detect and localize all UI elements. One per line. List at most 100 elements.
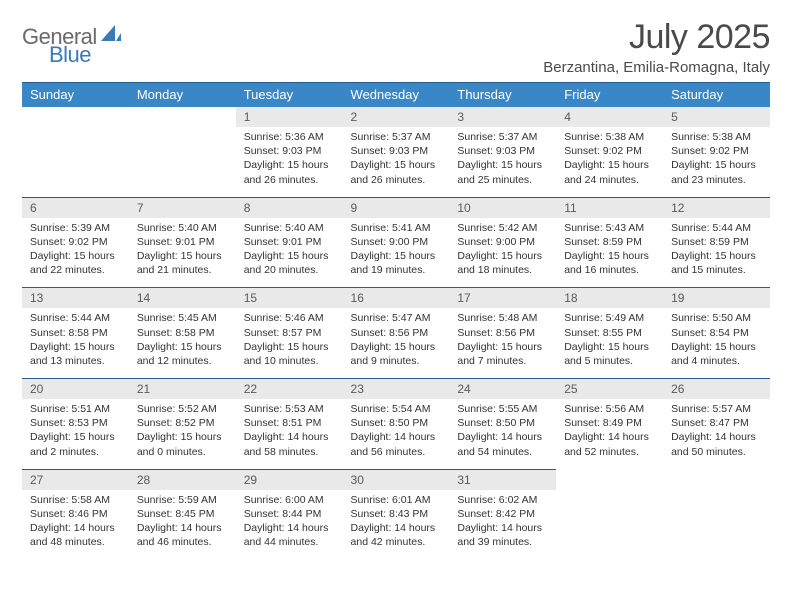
day-number-cell: 22 — [236, 379, 343, 400]
daylight-text: Daylight: 15 hours and 2 minutes. — [30, 430, 121, 458]
sunset-text: Sunset: 8:52 PM — [137, 416, 228, 430]
daylight-text: Daylight: 15 hours and 16 minutes. — [564, 249, 655, 277]
daylight-text: Daylight: 14 hours and 44 minutes. — [244, 521, 335, 549]
weekday-header: Friday — [556, 83, 663, 107]
day-number-cell: 28 — [129, 469, 236, 490]
sunset-text: Sunset: 8:56 PM — [457, 326, 548, 340]
sunset-text: Sunset: 9:01 PM — [244, 235, 335, 249]
sunset-text: Sunset: 8:58 PM — [137, 326, 228, 340]
day-number-cell: 21 — [129, 379, 236, 400]
day-number-cell: 23 — [343, 379, 450, 400]
sunset-text: Sunset: 9:00 PM — [457, 235, 548, 249]
brand-text-b: Blue — [49, 42, 91, 68]
day-number-cell: 26 — [663, 379, 770, 400]
header: General Blue July 2025 Berzantina, Emili… — [22, 18, 770, 76]
day-number-cell: 17 — [449, 288, 556, 309]
daylight-text: Daylight: 15 hours and 5 minutes. — [564, 340, 655, 368]
sunrise-text: Sunrise: 5:40 AM — [244, 221, 335, 235]
day-number-cell: 18 — [556, 288, 663, 309]
day-detail-cell: Sunrise: 5:38 AMSunset: 9:02 PMDaylight:… — [556, 127, 663, 197]
sunrise-text: Sunrise: 6:02 AM — [457, 493, 548, 507]
daylight-text: Daylight: 15 hours and 23 minutes. — [671, 158, 762, 186]
sunset-text: Sunset: 9:03 PM — [351, 144, 442, 158]
day-detail-cell: Sunrise: 5:54 AMSunset: 8:50 PMDaylight:… — [343, 399, 450, 469]
day-detail-cell: Sunrise: 5:44 AMSunset: 8:58 PMDaylight:… — [22, 308, 129, 378]
day-number-cell: 11 — [556, 197, 663, 218]
day-number-cell: 2 — [343, 107, 450, 127]
day-number-cell: 4 — [556, 107, 663, 127]
day-detail-cell: Sunrise: 5:58 AMSunset: 8:46 PMDaylight:… — [22, 490, 129, 560]
calendar-table: Sunday Monday Tuesday Wednesday Thursday… — [22, 83, 770, 559]
sunrise-text: Sunrise: 5:39 AM — [30, 221, 121, 235]
day-detail-cell: Sunrise: 5:55 AMSunset: 8:50 PMDaylight:… — [449, 399, 556, 469]
daylight-text: Daylight: 14 hours and 54 minutes. — [457, 430, 548, 458]
daylight-text: Daylight: 15 hours and 22 minutes. — [30, 249, 121, 277]
sunset-text: Sunset: 8:50 PM — [457, 416, 548, 430]
day-detail-cell: Sunrise: 5:52 AMSunset: 8:52 PMDaylight:… — [129, 399, 236, 469]
weekday-header: Monday — [129, 83, 236, 107]
daylight-text: Daylight: 14 hours and 56 minutes. — [351, 430, 442, 458]
day-detail-cell: Sunrise: 5:46 AMSunset: 8:57 PMDaylight:… — [236, 308, 343, 378]
sunset-text: Sunset: 8:59 PM — [671, 235, 762, 249]
daylight-text: Daylight: 15 hours and 4 minutes. — [671, 340, 762, 368]
sunrise-text: Sunrise: 5:58 AM — [30, 493, 121, 507]
sunrise-text: Sunrise: 5:41 AM — [351, 221, 442, 235]
daylight-text: Daylight: 15 hours and 26 minutes. — [244, 158, 335, 186]
sunset-text: Sunset: 9:02 PM — [564, 144, 655, 158]
day-number-cell: 30 — [343, 469, 450, 490]
sunrise-text: Sunrise: 5:54 AM — [351, 402, 442, 416]
daylight-text: Daylight: 15 hours and 13 minutes. — [30, 340, 121, 368]
sunset-text: Sunset: 8:43 PM — [351, 507, 442, 521]
day-detail-row: Sunrise: 5:36 AM Sunset: 9:03 PM Daylight:… — [22, 127, 770, 197]
sunset-text: Sunset: 8:58 PM — [30, 326, 121, 340]
daylight-text: Daylight: 15 hours and 10 minutes. — [244, 340, 335, 368]
daylight-text: Daylight: 15 hours and 25 minutes. — [457, 158, 548, 186]
daylight-text: Daylight: 14 hours and 50 minutes. — [671, 430, 762, 458]
day-number-cell: 27 — [22, 469, 129, 490]
daylight-text: Daylight: 15 hours and 20 minutes. — [244, 249, 335, 277]
day-number-cell: 29 — [236, 469, 343, 490]
title-block: July 2025 Berzantina, Emilia-Romagna, It… — [543, 18, 770, 76]
sunrise-text: Sunrise: 5:38 AM — [564, 130, 655, 144]
day-detail-cell: Sunrise: 5:37 AMSunset: 9:03 PMDaylight:… — [449, 127, 556, 197]
day-number-cell: 15 — [236, 288, 343, 309]
sunset-text: Sunset: 8:46 PM — [30, 507, 121, 521]
day-number-cell: 19 — [663, 288, 770, 309]
sunrise-text: Sunrise: 5:49 AM — [564, 311, 655, 325]
day-detail-cell — [22, 127, 129, 197]
day-number-cell: 6 — [22, 197, 129, 218]
sunset-text: Sunset: 9:01 PM — [137, 235, 228, 249]
daylight-text: Daylight: 14 hours and 48 minutes. — [30, 521, 121, 549]
day-number-cell: 20 — [22, 379, 129, 400]
sunset-text: Sunset: 8:47 PM — [671, 416, 762, 430]
sunset-text: Sunset: 9:00 PM — [351, 235, 442, 249]
daylight-text: Daylight: 14 hours and 58 minutes. — [244, 430, 335, 458]
daylight-text: Daylight: 14 hours and 52 minutes. — [564, 430, 655, 458]
day-detail-cell: Sunrise: 5:40 AMSunset: 9:01 PMDaylight:… — [129, 218, 236, 288]
day-detail-cell: Sunrise: 5:47 AMSunset: 8:56 PMDaylight:… — [343, 308, 450, 378]
day-detail-cell: Sunrise: 5:42 AMSunset: 9:00 PMDaylight:… — [449, 218, 556, 288]
sunrise-text: Sunrise: 5:45 AM — [137, 311, 228, 325]
day-number-row: 20212223242526 — [22, 379, 770, 400]
day-detail-cell — [663, 490, 770, 560]
day-number-cell — [129, 107, 236, 127]
sunrise-text: Sunrise: 6:01 AM — [351, 493, 442, 507]
day-number-cell: 24 — [449, 379, 556, 400]
daylight-text: Daylight: 15 hours and 21 minutes. — [137, 249, 228, 277]
day-detail-cell: Sunrise: 5:53 AMSunset: 8:51 PMDaylight:… — [236, 399, 343, 469]
daylight-text: Daylight: 14 hours and 46 minutes. — [137, 521, 228, 549]
sunrise-text: Sunrise: 5:55 AM — [457, 402, 548, 416]
day-detail-cell — [129, 127, 236, 197]
day-detail-cell: Sunrise: 5:48 AMSunset: 8:56 PMDaylight:… — [449, 308, 556, 378]
day-number-cell: 13 — [22, 288, 129, 309]
brand-logo: General Blue — [22, 24, 121, 50]
sunrise-text: Sunrise: 5:57 AM — [671, 402, 762, 416]
location-label: Berzantina, Emilia-Romagna, Italy — [543, 59, 770, 76]
sunset-text: Sunset: 8:54 PM — [671, 326, 762, 340]
sunset-text: Sunset: 8:49 PM — [564, 416, 655, 430]
sunrise-text: Sunrise: 5:36 AM — [244, 130, 335, 144]
day-detail-cell: Sunrise: 5:36 AMSunset: 9:03 PMDaylight:… — [236, 127, 343, 197]
sunset-text: Sunset: 8:45 PM — [137, 507, 228, 521]
weekday-header: Sunday — [22, 83, 129, 107]
sunrise-text: Sunrise: 5:42 AM — [457, 221, 548, 235]
